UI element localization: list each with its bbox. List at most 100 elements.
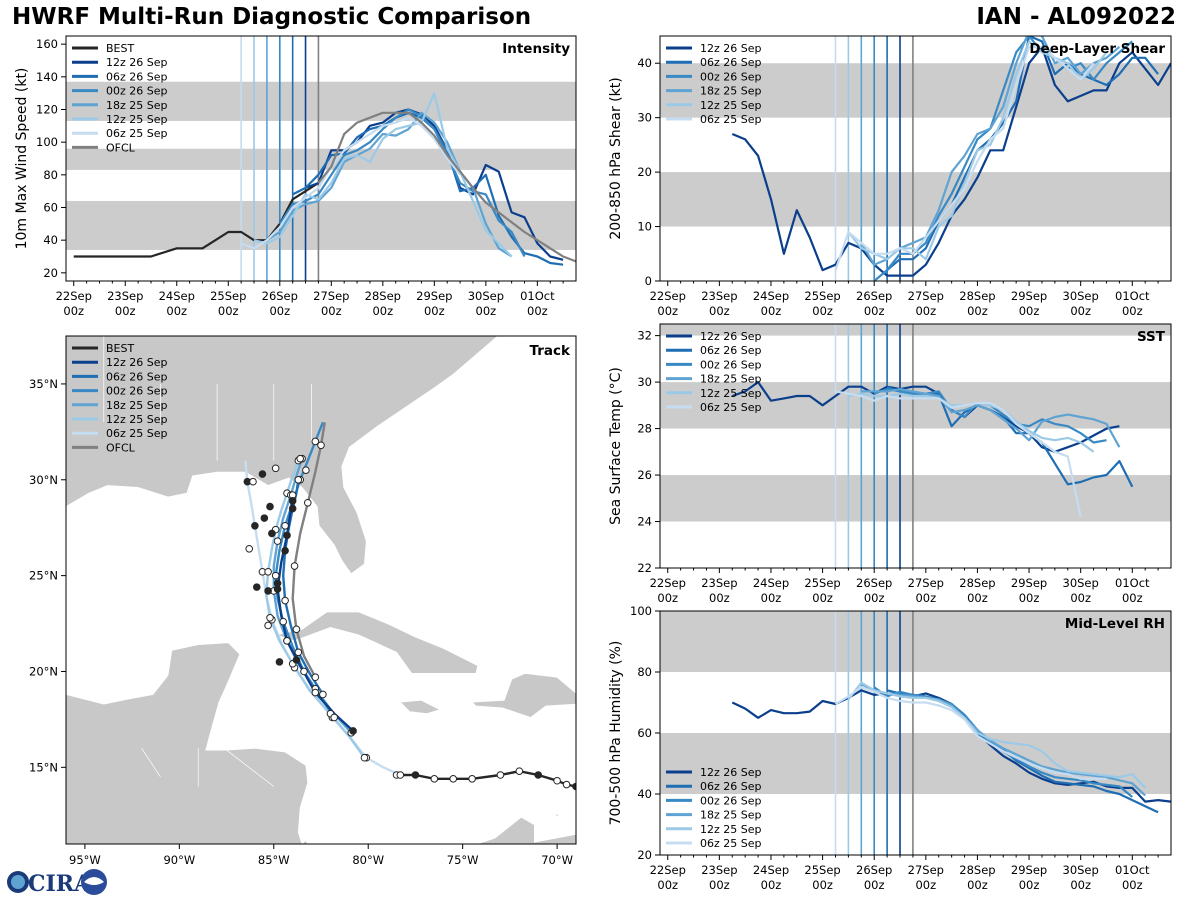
legend-label-12z-25-sep: 12z 25 Sep [106, 113, 168, 126]
legend-label-12z-25-sep: 12z 25 Sep [700, 823, 762, 836]
plot-area-shear [660, 36, 1171, 281]
x-tick-label: 26Sep [856, 576, 892, 590]
x-tick-label: 29Sep [1011, 289, 1047, 303]
series-06z-25-sep [834, 45, 1095, 271]
track-point-best [562, 780, 571, 789]
legend-label-12z-26-sep: 12z 26 Sep [700, 330, 762, 343]
track-point-06z-25-sep [251, 521, 259, 530]
x-tick-sublabel: 00z [967, 304, 988, 318]
x-tick-label: 28Sep [365, 289, 401, 303]
track-point-06z-26-sep [319, 690, 327, 699]
band-0 [660, 733, 1171, 794]
panel-intensity: 2040608010012014016022Sep00z23Sep00z24Se… [14, 35, 577, 318]
x-tick-sublabel: 00z [1122, 878, 1143, 892]
x-tick-sublabel: 00z [761, 304, 782, 318]
x-tick-sublabel: 00z [1019, 878, 1040, 892]
track-point [252, 583, 261, 591]
y-tick-label: 60 [43, 201, 58, 215]
x-tick-sublabel: 00z [657, 304, 678, 318]
y-axis-label: 10m Max Wind Speed (kt) [14, 68, 30, 250]
panel-rh: 2040608010022Sep00z23Sep00z24Sep00z25Sep… [608, 604, 1172, 892]
track-point [273, 579, 282, 588]
x-tick-sublabel: 00z [812, 591, 833, 605]
track-point-18z-25-sep [273, 537, 282, 545]
legend-label-06z-26-sep: 06z 26 Sep [106, 370, 168, 383]
track-point-best [515, 767, 524, 775]
y-tick-label: 60 [637, 726, 652, 740]
track-point-best [449, 775, 458, 783]
track-point-06z-26-sep [281, 546, 289, 555]
x-tick-label: 30Sep [1063, 863, 1099, 877]
legend-label-18z-25-sep: 18z 25 Sep [106, 399, 168, 412]
x-tick-sublabel: 00z [967, 878, 988, 892]
legend-label-06z-26-sep: 06z 26 Sep [700, 780, 762, 793]
track-point-best [572, 782, 576, 791]
x-tick-sublabel: 00z [115, 304, 136, 318]
series-06z-25-sep [240, 116, 461, 250]
track-point-ofcl [292, 625, 301, 634]
x-tick-sublabel: 00z [967, 591, 988, 605]
x-tick-label: 27Sep [908, 289, 944, 303]
track-point [260, 514, 269, 522]
series-18z-25-sep [860, 36, 1121, 266]
legend-label-best: BEST [106, 42, 134, 55]
y-tick-label: 120 [36, 103, 58, 117]
x-tick-label: 23Sep [107, 289, 143, 303]
lon-tick-label: 90°W [163, 853, 195, 867]
x-tick-label: 01Oct [1115, 863, 1150, 877]
band-2 [66, 81, 576, 121]
lon-tick-label: 70°W [541, 853, 573, 867]
x-tick-label: 26Sep [856, 289, 892, 303]
series-00z-26-sep [873, 36, 1134, 281]
x-tick-label: 24Sep [753, 576, 789, 590]
panel-title: Intensity [502, 41, 570, 57]
track-point [264, 621, 272, 630]
track-point-06z-26-sep [288, 504, 297, 513]
x-tick-sublabel: 00z [709, 878, 730, 892]
y-tick-label: 28 [637, 422, 652, 436]
x-tick-label: 26Sep [262, 289, 298, 303]
panel-shear: 01020304022Sep00z23Sep00z24Sep00z25Sep00… [608, 35, 1172, 318]
x-tick-label: 24Sep [159, 289, 195, 303]
lon-tick-label: 85°W [258, 853, 290, 867]
plot-area-intensity [66, 36, 576, 281]
track-point [275, 658, 284, 666]
x-tick-label: 25Sep [804, 576, 840, 590]
track-point-00z-26-sep [311, 437, 320, 446]
track-point-12z-26-sep [283, 531, 291, 540]
lon-tick-label: 95°W [69, 853, 101, 867]
track-point-ofcl [303, 498, 312, 507]
y-tick-label: 22 [637, 561, 652, 575]
legend-label-12z-25-sep: 12z 25 Sep [106, 413, 168, 426]
y-tick-label: 30 [637, 111, 652, 125]
y-tick-label: 20 [43, 266, 58, 280]
x-tick-sublabel: 00z [915, 591, 936, 605]
series-06z-25-sep [835, 390, 1082, 518]
plot-area-sst [660, 324, 1171, 568]
legend-label-06z-25-sep: 06z 25 Sep [700, 837, 762, 850]
x-tick-label: 30Sep [468, 289, 504, 303]
legend-label-00z-26-sep: 00z 26 Sep [106, 85, 168, 98]
legend-label-12z-26-sep: 12z 26 Sep [700, 42, 762, 55]
border-5 [226, 749, 274, 787]
x-tick-label: 25Sep [210, 289, 246, 303]
x-tick-sublabel: 00z [864, 304, 885, 318]
panel-sst: 22242628303222Sep00z23Sep00z24Sep00z25Se… [608, 323, 1172, 605]
track-point-12z-26-sep [349, 727, 357, 735]
legend-label-06z-26-sep: 06z 26 Sep [106, 70, 168, 83]
x-tick-label: 27Sep [908, 863, 944, 877]
legend-label-06z-25-sep: 06z 25 Sep [106, 127, 168, 140]
legend-label-18z-25-sep: 18z 25 Sep [700, 373, 762, 386]
y-tick-label: 10 [637, 220, 652, 234]
track-point [288, 497, 297, 505]
y-tick-label: 140 [36, 70, 58, 84]
x-tick-label: 24Sep [753, 289, 789, 303]
track-point-00z-26-sep [281, 521, 289, 530]
band-1 [66, 148, 576, 170]
legend-label-best: BEST [106, 342, 134, 355]
band-2 [660, 324, 1171, 336]
series-12z-25-sep [847, 40, 1108, 261]
